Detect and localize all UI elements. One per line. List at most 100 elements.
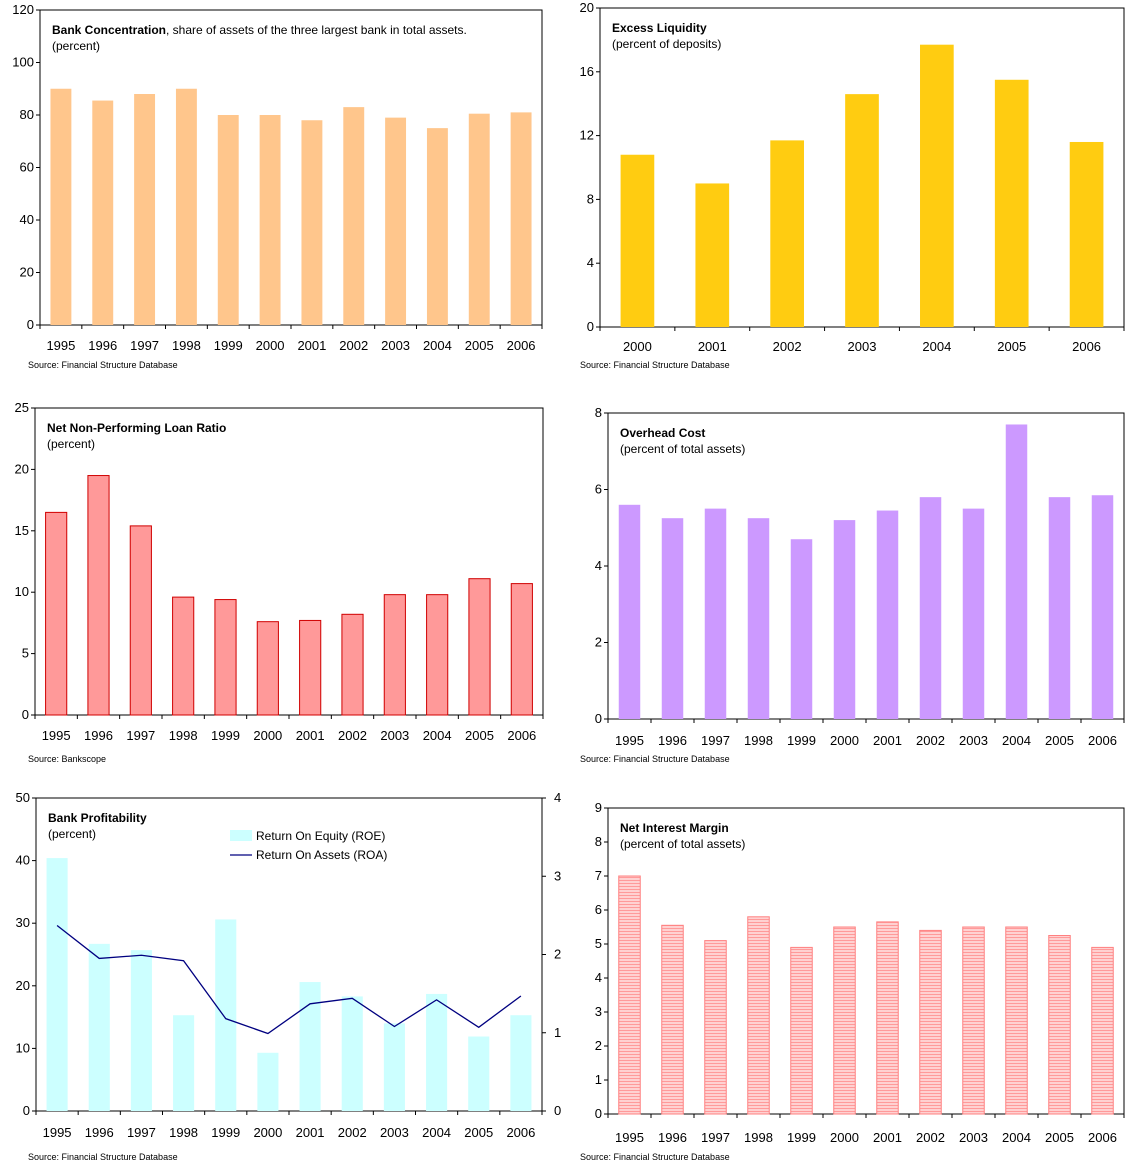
- x-tick-label: 2002: [773, 339, 802, 354]
- bar-1995: [618, 504, 641, 719]
- x-tick-label: 2006: [506, 1125, 535, 1140]
- x-tick-label: 2003: [380, 1125, 409, 1140]
- bar-2003: [962, 926, 985, 1115]
- x-tick-label: 2000: [830, 1130, 859, 1145]
- x-tick-label: 2005: [465, 728, 494, 743]
- chart-title: Bank Concentration, share of assets of t…: [52, 23, 467, 37]
- chart-title: Net Non-Performing Loan Ratio: [47, 421, 226, 435]
- x-tick-label: 1998: [744, 1130, 773, 1145]
- chart-subtitle: (percent): [47, 437, 95, 451]
- legend-swatch-roe: [230, 830, 252, 841]
- bar-2002: [341, 996, 363, 1111]
- chart-subtitle: (percent of deposits): [612, 37, 721, 51]
- y-tick-label: 0: [595, 1106, 602, 1121]
- bar-1999: [217, 115, 239, 325]
- y-tick-label: 30: [16, 915, 30, 930]
- x-tick-label: 2004: [422, 1125, 451, 1140]
- y-tick-label: 0: [27, 317, 34, 332]
- bar-1998: [173, 1015, 195, 1111]
- bar-2002: [919, 929, 942, 1115]
- bar-2005: [1048, 935, 1071, 1115]
- bar-2001: [301, 120, 323, 325]
- y2-tick-label: 3: [554, 868, 561, 883]
- x-tick-label: 2003: [959, 733, 988, 748]
- bar-2000: [833, 520, 856, 719]
- x-tick-label: 1998: [172, 338, 201, 353]
- y-tick-label: 2: [595, 635, 602, 650]
- y2-tick-label: 2: [554, 947, 561, 962]
- x-tick-label: 1998: [169, 728, 198, 743]
- chart-title-bold: Bank Profitability: [48, 811, 147, 825]
- bar-1997: [704, 940, 727, 1115]
- y-tick-label: 8: [595, 405, 602, 420]
- x-tick-label: 1995: [615, 733, 644, 748]
- bar-2001: [695, 183, 730, 327]
- x-tick-label: 2003: [959, 1130, 988, 1145]
- x-tick-label: 2003: [380, 728, 409, 743]
- y-tick-label: 25: [15, 400, 29, 415]
- x-tick-label: 2003: [381, 338, 410, 353]
- bar-2000: [257, 1052, 279, 1111]
- bar-2001: [299, 619, 322, 716]
- y-tick-label: 4: [595, 970, 602, 985]
- plot-area: [607, 412, 1125, 720]
- chart-title: Excess Liquidity: [612, 21, 707, 35]
- y-tick-label: 8: [587, 191, 594, 206]
- y-tick-label: 0: [587, 319, 594, 334]
- excess-liquidity-chart: 0 4 8 12 16 20 2000 2001 2002 2003 2004 2005 2006 Exc…: [580, 0, 1125, 370]
- bar-2003: [845, 94, 879, 327]
- bar-2006: [510, 583, 533, 716]
- x-tick-label: 2000: [253, 1125, 282, 1140]
- bar-1998: [747, 518, 770, 719]
- y-tick-label: 6: [595, 902, 602, 917]
- plot-area: [35, 797, 543, 1112]
- x-tick-label: 1996: [658, 1130, 687, 1145]
- x-tick-label: 1999: [214, 338, 243, 353]
- chart-title-bold: Excess Liquidity: [612, 21, 707, 35]
- bar-1997: [130, 950, 152, 1111]
- y-tick-label: 5: [595, 936, 602, 951]
- y-tick-label: 20: [580, 0, 594, 15]
- x-tick-label: 1995: [43, 1125, 72, 1140]
- bar-1995: [45, 511, 68, 716]
- roa-line: [56, 925, 522, 1035]
- bar-2005: [468, 578, 491, 716]
- x-tick-label: 1999: [787, 1130, 816, 1145]
- chart-subtitle: (percent of total assets): [620, 837, 745, 851]
- bar-2002: [770, 140, 804, 327]
- bar-2004: [1005, 926, 1028, 1115]
- x-tick-label: 2005: [1045, 1130, 1074, 1145]
- bar-1996: [88, 943, 110, 1111]
- plot-area: [39, 9, 543, 326]
- chart-source: Source: Financial Structure Database: [580, 754, 730, 764]
- y-tick-label: 2: [595, 1038, 602, 1053]
- x-tick-label: 2000: [623, 339, 652, 354]
- x-tick-label: 2002: [916, 733, 945, 748]
- y-tick-label: 80: [20, 107, 34, 122]
- x-tick-label: 2003: [848, 339, 877, 354]
- bar-2004: [1005, 424, 1028, 719]
- y-tick-label: 40: [20, 212, 34, 227]
- bar-2003: [383, 594, 406, 716]
- y-tick-label: 20: [16, 978, 30, 993]
- x-tick-label: 2005: [997, 339, 1026, 354]
- bar-2006: [1091, 495, 1114, 719]
- bar-1996: [661, 924, 684, 1115]
- bar-2005: [1048, 497, 1071, 719]
- y-tick-label: 12: [580, 128, 594, 143]
- net-interest-margin-chart: 0 1 2 3 4 5 6 7 8 9 1995 1996 1997 1998 1999 2000 2001 20…: [580, 800, 1125, 1162]
- x-tick-label: 2001: [296, 1125, 325, 1140]
- x-tick-label: 2000: [253, 728, 282, 743]
- y2-tick-label: 4: [554, 790, 561, 805]
- x-tick-label: 1996: [88, 338, 117, 353]
- x-tick-label: 2002: [338, 1125, 367, 1140]
- y-tick-label: 9: [595, 800, 602, 815]
- x-tick-label: 1995: [42, 728, 71, 743]
- chart-subtitle: (percent): [52, 39, 100, 53]
- y-tick-label: 0: [595, 711, 602, 726]
- bar-2006: [510, 112, 532, 325]
- x-tick-label: 1999: [211, 1125, 240, 1140]
- x-tick-label: 1996: [85, 1125, 114, 1140]
- bar-1999: [790, 539, 813, 719]
- y-tick-label: 120: [12, 2, 34, 17]
